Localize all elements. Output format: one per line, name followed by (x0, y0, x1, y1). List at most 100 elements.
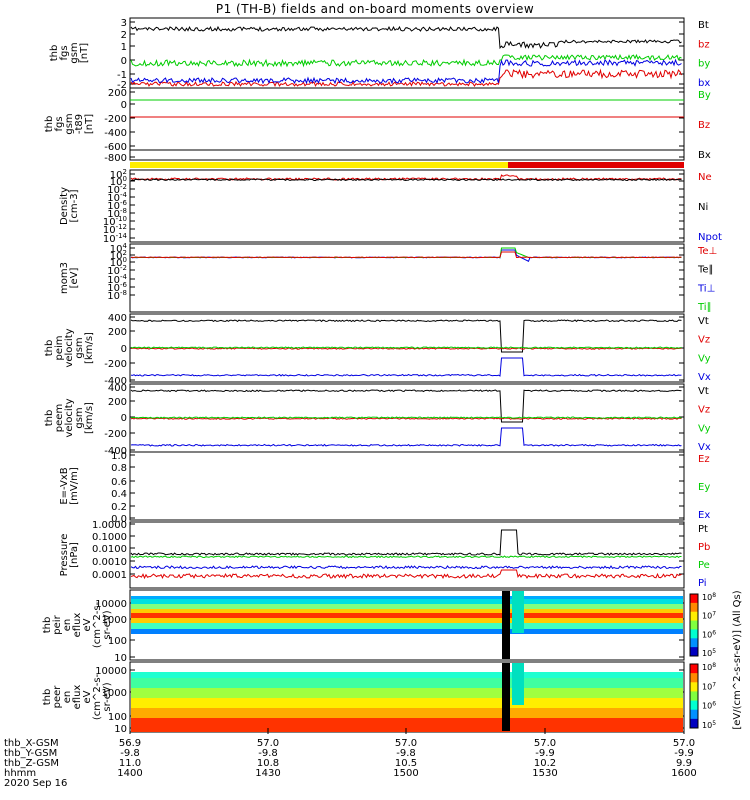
line-Vy-peem (130, 416, 682, 419)
xaxis-value: 57.0 (673, 738, 695, 749)
mode-bar-slow (130, 162, 508, 168)
colorbar-segment (690, 682, 698, 692)
ytick-label: 0.2 (111, 502, 127, 513)
ylabel-line: [eV] (69, 268, 80, 289)
colorbar-segment (690, 620, 698, 630)
ylabel-line: gsm (74, 337, 85, 358)
xaxis-value: 56.9 (119, 738, 141, 749)
ytick-label: 400 (108, 313, 127, 324)
ytick-label: 1000 (102, 615, 127, 626)
xaxis-value: 57.0 (257, 738, 279, 749)
ytick-label: -2 (117, 80, 127, 91)
colorbar-segment (690, 611, 698, 622)
line-Vx-peem (130, 427, 682, 447)
ylabel-line: [nPa] (69, 542, 80, 568)
line-bx (130, 58, 682, 85)
xaxis-value: 57.0 (534, 738, 556, 749)
ylabel-line: (cm^2-s- (92, 673, 103, 720)
line-Vt-peim (130, 319, 682, 353)
ytick-label: -200 (104, 429, 127, 440)
colorbar-frame (689, 593, 699, 657)
ylabel-line: peir (52, 614, 63, 634)
spectro-band (131, 609, 683, 613)
colorbar-frame (689, 663, 699, 729)
colorbar-segment (690, 673, 698, 683)
legend-item: Vz (698, 335, 710, 346)
ylabel-line: (cm^2-s- (92, 601, 103, 648)
panel-frame-efield (129, 451, 685, 521)
colorbar-tick: 107 (702, 611, 716, 621)
ytick-label: 0.0 (111, 514, 127, 525)
ytick-label: 0 (121, 100, 127, 111)
colorbar-segment (690, 718, 698, 729)
xaxis-row-label: hhmm (4, 768, 36, 779)
xaxis-value: 1600 (671, 768, 696, 779)
colorbar-tick: 105 (702, 648, 716, 658)
ylabel-line: velocity (64, 398, 75, 437)
xaxis-row-label: thb_X-GSM (4, 738, 59, 749)
xaxis-value: -9.8 (120, 748, 140, 759)
legend-item: Vt (698, 316, 709, 327)
colorbar-segment (690, 691, 698, 702)
ylabel-line: E=-VxB (59, 467, 70, 504)
legend-item: Ez (698, 454, 710, 465)
line-Pb (130, 569, 682, 580)
ylabel-line: eV (82, 618, 93, 631)
ytick-label: -800 (104, 153, 127, 164)
ytick-label: 10 (114, 724, 127, 735)
colorbar-tick: 108 (702, 662, 716, 672)
colorbar-tick: 108 (702, 592, 716, 602)
xaxis-value: 1530 (532, 768, 557, 779)
ytick-label: 0.4 (111, 489, 127, 500)
ylabel-line: -t89 (74, 114, 85, 134)
spectro-band (131, 678, 683, 688)
xaxis-value: 57.0 (395, 738, 417, 749)
colorbar-segment (690, 594, 698, 604)
ytick-label: 0.0010 (92, 557, 127, 568)
legend-item: Ex (698, 510, 710, 521)
ylabel-line: fgs (54, 116, 65, 131)
ytick-label: 10-8 (107, 289, 127, 302)
spectrogram-peer (131, 663, 683, 732)
ylabel-line: thb (49, 45, 60, 62)
line-Pt (130, 529, 682, 556)
colorbar-segment (690, 647, 698, 657)
xaxis-value: -9.9 (535, 748, 555, 759)
colorbar-segment (690, 664, 698, 674)
legend-item: By (698, 90, 711, 101)
legend-item: Bt (698, 20, 709, 31)
ytick-label: 0.0100 (92, 544, 127, 555)
spectro-band (131, 629, 683, 634)
spectro-event (512, 663, 524, 705)
line-Vz-peem (130, 417, 682, 420)
legend-item: bx (698, 78, 710, 89)
ytick-label: 10000 (95, 599, 127, 610)
colorbar-segment (690, 700, 698, 711)
ylabel-line: thb (44, 410, 55, 427)
ytick-label: 0.1000 (92, 532, 127, 543)
spectro-event (502, 663, 510, 731)
ylabel-line: sr-eV) (102, 682, 113, 711)
panel-frame-fgs_off (129, 87, 685, 161)
ylabel-line: en (62, 619, 73, 632)
ylabel-line: peem (54, 404, 65, 432)
legend-item: Ni (698, 202, 708, 213)
legend-item: Te⊥ (697, 246, 717, 257)
ytick-label: 0.0001 (92, 570, 127, 581)
legend-item: Npot (698, 232, 722, 243)
ytick-label: 0 (121, 56, 127, 67)
spectro-event (512, 591, 524, 633)
colorbar-segment (690, 709, 698, 720)
ylabel-line: sr-eV) (102, 610, 113, 639)
ytick-label: 0 (121, 413, 127, 424)
colorbar-segment (690, 602, 698, 613)
ylabel-line: Pressure (59, 534, 70, 577)
ytick-label: -200 (104, 114, 127, 125)
ylabel-line: mom3 (59, 262, 70, 294)
colorbar-label: [eV/(cm^2-s-sr-eV)] (All Qs) (732, 590, 743, 729)
spectro-band (131, 698, 683, 708)
panel-frame-peim (129, 313, 685, 383)
xaxis-row-label: thb_Z-GSM (4, 758, 59, 769)
ylabel-line: velocity (64, 328, 75, 367)
ytick-label: -600 (104, 142, 127, 153)
